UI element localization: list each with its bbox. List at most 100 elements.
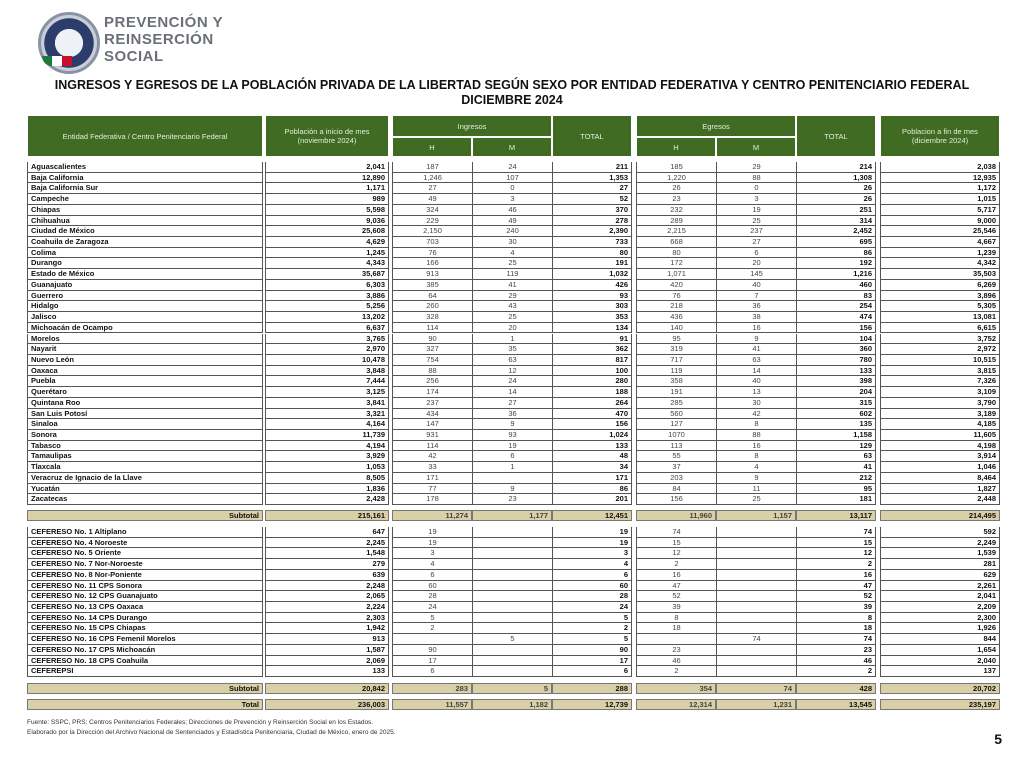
cell-ingresos-total: 1,032 xyxy=(552,269,632,280)
cell-egresos-m: 8 xyxy=(716,419,796,430)
cell-ingresos-total: 28 xyxy=(552,591,632,602)
cell-pob-inicio: 2,248 xyxy=(265,580,389,592)
cell-entity: Tabasco xyxy=(27,440,263,452)
cell-ingresos-m: 9 xyxy=(472,483,552,495)
cell-ingresos-total: 171 xyxy=(552,472,632,484)
cell-egresos-total: 251 xyxy=(796,204,876,216)
cell-ingresos-total: 353 xyxy=(552,312,632,323)
cell-ingresos-m: 30 xyxy=(472,237,552,248)
cell-entity: Ciudad de México xyxy=(27,226,263,237)
cell-ingresos-total: 52 xyxy=(552,194,632,205)
cell-egresos-m: 3 xyxy=(716,194,796,205)
cell-egresos-m xyxy=(716,580,796,592)
cell-egresos-m: 1,157 xyxy=(716,510,796,521)
cell-ingresos-m: 5 xyxy=(472,683,552,694)
title-line-2: DICIEMBRE 2024 xyxy=(461,93,563,107)
cell-egresos-total: 602 xyxy=(796,408,876,420)
cell-ingresos-m: 20 xyxy=(472,322,552,334)
cell-egresos-total: 39 xyxy=(796,602,876,613)
cell-entity: Morelos xyxy=(27,333,263,345)
cell-pob-fin: 6,615 xyxy=(880,322,1000,334)
cell-ingresos-total: 24 xyxy=(552,602,632,613)
cell-ingresos-h: 327 xyxy=(392,344,472,355)
cell-egresos-m: 8 xyxy=(716,451,796,463)
cell-ingresos-m xyxy=(472,569,552,581)
cell-egresos-h: 172 xyxy=(636,258,716,270)
cell-pob-inicio: 2,970 xyxy=(265,344,389,355)
cell-ingresos-h: 6 xyxy=(392,666,472,678)
cell-entity: CEFERESO No. 7 Nor-Noroeste xyxy=(27,559,263,570)
cell-entity: Durango xyxy=(27,258,263,270)
cell-egresos-m: 1,231 xyxy=(716,699,796,710)
cell-entity: CEFERESO No. 13 CPS Oaxaca xyxy=(27,602,263,613)
cell-egresos-m xyxy=(716,559,796,570)
cell-egresos-m: 63 xyxy=(716,354,796,366)
cell-ingresos-m: 1 xyxy=(472,462,552,473)
header-egresos-h: H xyxy=(636,137,716,157)
cell-egresos-m: 36 xyxy=(716,301,796,313)
cell-ingresos-total: 426 xyxy=(552,279,632,291)
cell-egresos-m: 74 xyxy=(716,634,796,645)
cell-ingresos-total: 6 xyxy=(552,569,632,581)
cell-egresos-total: 95 xyxy=(796,483,876,495)
cell-ingresos-h: 2,150 xyxy=(392,226,472,237)
title-line-1: INGRESOS Y EGRESOS DE LA POBLACIÓN PRIVA… xyxy=(54,78,970,92)
cell-ingresos-h: 2 xyxy=(392,623,472,635)
cell-ingresos-total: 12,739 xyxy=(552,699,632,710)
cell-egresos-total: 204 xyxy=(796,387,876,398)
cell-ingresos-m: 4 xyxy=(472,247,552,259)
cell-pob-fin: 1,172 xyxy=(880,183,1000,195)
cell-egresos-m xyxy=(716,602,796,613)
cell-ingresos-total: 100 xyxy=(552,365,632,377)
cell-egresos-total: 428 xyxy=(796,683,876,694)
cell-egresos-total: 181 xyxy=(796,494,876,505)
cell-pob-inicio: 1,245 xyxy=(265,247,389,259)
cell-pob-fin: 9,000 xyxy=(880,215,1000,227)
cell-ingresos-h: 6 xyxy=(392,569,472,581)
header-egresos-total: TOTAL xyxy=(796,115,876,157)
cell-egresos-total: 780 xyxy=(796,354,876,366)
cell-ingresos-h: 64 xyxy=(392,290,472,302)
cell-egresos-m: 27 xyxy=(716,237,796,248)
cell-egresos-m: 30 xyxy=(716,397,796,409)
cell-egresos-h: 119 xyxy=(636,365,716,377)
cell-ingresos-h: 11,557 xyxy=(392,699,472,710)
cell-entity: CEFERESO No. 17 CPS Michoacán xyxy=(27,644,263,656)
cell-egresos-total: 474 xyxy=(796,312,876,323)
cell-pob-fin: 1,654 xyxy=(880,644,1000,656)
cell-egresos-total: 16 xyxy=(796,569,876,581)
cell-ingresos-h: 90 xyxy=(392,644,472,656)
cell-entity: Baja California Sur xyxy=(27,183,263,195)
cell-ingresos-m xyxy=(472,559,552,570)
cell-egresos-h: 420 xyxy=(636,279,716,291)
cell-ingresos-total: 817 xyxy=(552,354,632,366)
cell-pob-fin: 10,515 xyxy=(880,354,1000,366)
cell-entity: Baja California xyxy=(27,172,263,184)
footer-source: Fuente: SSPC, PRS; Centros Penitenciario… xyxy=(27,719,374,726)
cell-entity: CEFERESO No. 11 CPS Sonora xyxy=(27,580,263,592)
cell-ingresos-m xyxy=(472,612,552,624)
cell-ingresos-h: 88 xyxy=(392,365,472,377)
cell-egresos-total: 18 xyxy=(796,623,876,635)
header-ingresos-total: TOTAL xyxy=(552,115,632,157)
header-ingresos-m: M xyxy=(472,137,552,157)
cell-egresos-h xyxy=(636,634,716,645)
cell-entity: Michoacán de Ocampo xyxy=(27,322,263,334)
cell-egresos-total: 212 xyxy=(796,472,876,484)
cell-ingresos-h: 171 xyxy=(392,472,472,484)
cell-entity: Coahuila de Zaragoza xyxy=(27,237,263,248)
cell-egresos-total: 135 xyxy=(796,419,876,430)
cell-egresos-h: 26 xyxy=(636,183,716,195)
cell-egresos-m: 14 xyxy=(716,365,796,377)
cell-pob-inicio: 25,608 xyxy=(265,226,389,237)
cell-egresos-h: 55 xyxy=(636,451,716,463)
cell-ingresos-total: 264 xyxy=(552,397,632,409)
page-number: 5 xyxy=(994,731,1002,747)
cell-ingresos-h: 42 xyxy=(392,451,472,463)
cell-egresos-h: 2 xyxy=(636,559,716,570)
cell-entity: Yucatán xyxy=(27,483,263,495)
cell-egresos-h: 668 xyxy=(636,237,716,248)
cell-pob-fin: 3,109 xyxy=(880,387,1000,398)
cell-egresos-m: 38 xyxy=(716,312,796,323)
cell-egresos-h: 52 xyxy=(636,591,716,602)
